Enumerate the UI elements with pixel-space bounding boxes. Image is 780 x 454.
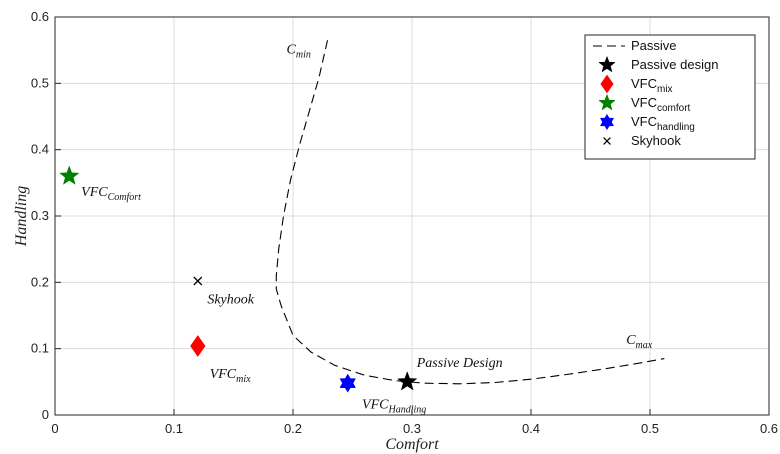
x-tick-label: 0.3	[403, 421, 421, 436]
legend-entry-label: Passive	[631, 38, 677, 53]
legend-box	[584, 34, 756, 160]
legend-entry-label: VFCmix	[631, 76, 673, 95]
point-passive-design	[397, 371, 418, 391]
legend-entry-label: VFChandling	[631, 114, 695, 133]
y-tick-label: 0.1	[31, 341, 49, 356]
y-tick-label: 0.5	[31, 75, 49, 90]
y-axis-label: Handling	[13, 186, 30, 247]
legend-swatch-stroke	[603, 137, 611, 145]
point-vfc-comfort	[59, 165, 80, 185]
legend-main: VFC	[631, 114, 657, 129]
axis-ticks: 0 0.1 0.2 0.3 0.4 0.5 0.6 0 0.1 0.2 0.3 0.4 0.5 0.6	[31, 9, 778, 436]
legend-main: VFC	[631, 76, 657, 91]
legend-entry-label: Passive design	[631, 57, 718, 72]
point-skyhook	[193, 276, 203, 286]
point-skyhook-stroke	[193, 276, 203, 286]
y-tick-label: 0.3	[31, 208, 49, 223]
annotation-main: Passive Design	[416, 356, 503, 371]
annotation-subscript: mix	[236, 374, 251, 385]
annotation-main: C	[287, 42, 297, 57]
annotation-label: Skyhook	[207, 293, 254, 308]
x-tick-label: 0.2	[284, 421, 302, 436]
legend-swatch	[600, 74, 614, 94]
y-tick-label: 0.2	[31, 274, 49, 289]
legend-swatch	[598, 93, 616, 111]
annotation-subscript: min	[296, 49, 311, 60]
point-vfc-mix	[190, 335, 206, 357]
point-vfc-handling	[339, 373, 356, 393]
legend-subscript: mix	[657, 84, 673, 95]
annotation-subscript: Comfort	[108, 192, 142, 203]
annotation-main: VFC	[362, 397, 389, 412]
x-tick-label: 0	[51, 421, 58, 436]
annotation-label: Passive Design	[416, 356, 503, 371]
annotation-label: Cmin	[287, 42, 311, 60]
series-layer	[59, 40, 665, 393]
annotation-label: VFCComfort	[81, 185, 141, 203]
x-tick-label: 0.4	[522, 421, 540, 436]
annotation-subscript: Handling	[387, 404, 426, 415]
legend-main: VFC	[631, 95, 657, 110]
y-tick-label: 0.4	[31, 142, 49, 157]
series-passive-line	[275, 40, 665, 385]
x-axis-label: Comfort	[385, 436, 439, 453]
y-tick-label: 0.6	[31, 9, 49, 24]
x-tick-label: 0.6	[760, 421, 778, 436]
legend-subscript: handling	[657, 122, 695, 133]
annotation-label: VFCHandling	[362, 397, 426, 415]
legend-entry-label: VFCcomfort	[631, 95, 691, 114]
annotation-main: VFC	[81, 185, 108, 200]
annotation-label: VFCmix	[210, 367, 251, 385]
y-tick-label: 0	[42, 407, 49, 422]
legend-entry-label: Skyhook	[631, 133, 681, 148]
annotation-main: VFC	[210, 367, 237, 382]
x-tick-label: 0.1	[165, 421, 183, 436]
annotation-label: Cmax	[626, 333, 653, 351]
legend-swatch	[599, 113, 615, 131]
annotation-main: C	[626, 333, 636, 348]
legend-swatch	[603, 137, 611, 145]
annotation-main: Skyhook	[207, 293, 254, 308]
x-tick-label: 0.5	[641, 421, 659, 436]
legend-swatch	[598, 55, 616, 73]
legend-subscript: comfort	[657, 103, 691, 114]
annotation-subscript: max	[636, 340, 653, 351]
